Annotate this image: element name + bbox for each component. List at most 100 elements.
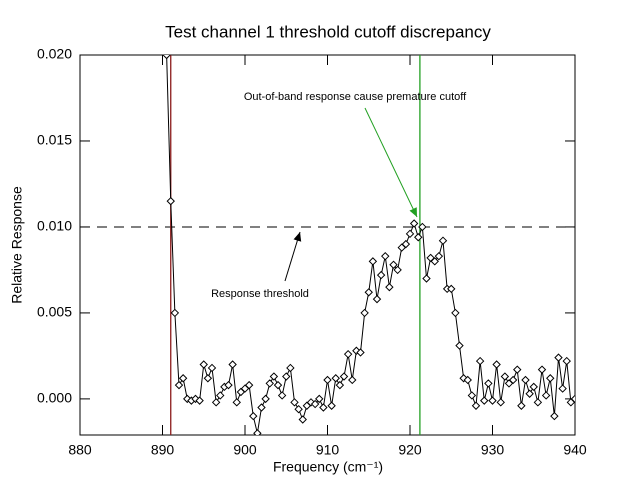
data-point <box>282 372 291 381</box>
data-point <box>331 374 340 383</box>
data-point <box>294 405 303 414</box>
data-point <box>162 55 171 60</box>
data-point <box>385 282 394 292</box>
data-point <box>356 348 365 357</box>
chart-title: Test channel 1 threshold cutoff discrepa… <box>165 22 491 41</box>
data-point <box>348 375 357 385</box>
data-point <box>195 396 204 405</box>
data-point <box>389 260 398 269</box>
data-point <box>496 398 505 407</box>
data-point <box>249 411 258 421</box>
plot-area <box>80 55 575 435</box>
data-point <box>286 363 295 373</box>
data-point <box>178 374 188 383</box>
data-point <box>463 375 472 385</box>
data-point <box>546 374 555 383</box>
data-point <box>541 391 551 400</box>
data-point <box>558 384 567 393</box>
data-point <box>418 222 427 232</box>
data-point <box>277 391 287 400</box>
annotation-arrow <box>364 107 418 218</box>
y-tick-label: 0.015 <box>37 132 72 148</box>
data-point <box>174 380 184 390</box>
data-point <box>517 401 526 410</box>
x-tick-label: 930 <box>481 442 505 458</box>
data-point <box>310 399 320 409</box>
data-point <box>471 401 481 410</box>
data-point <box>298 415 307 424</box>
data-point <box>166 196 175 206</box>
y-tick-label: 0.005 <box>37 304 72 320</box>
annotation: Response threshold <box>211 288 309 300</box>
data-point <box>537 365 547 374</box>
data-point <box>343 349 353 359</box>
data-point <box>228 360 237 369</box>
data-point <box>480 396 489 405</box>
data-point <box>269 372 279 381</box>
data-point <box>525 389 534 398</box>
data-point <box>376 270 386 280</box>
data-point <box>393 265 402 275</box>
annotation: Out-of-band response cause premature cut… <box>244 91 467 103</box>
data-point <box>492 360 501 369</box>
data-point <box>550 411 559 421</box>
x-axis-label: Frequency (cm⁻¹) <box>273 459 383 475</box>
data-point <box>257 403 266 412</box>
x-tick-label: 880 <box>68 442 92 458</box>
data-point <box>484 379 493 388</box>
data-point <box>211 398 221 407</box>
data-point <box>265 379 274 388</box>
data-point <box>455 341 464 350</box>
x-tick-label: 910 <box>316 442 340 458</box>
data-point <box>405 229 415 239</box>
data-point <box>521 375 530 385</box>
data-point <box>319 403 328 412</box>
data-point <box>244 380 254 390</box>
data-point <box>459 374 468 383</box>
data-point <box>339 372 349 381</box>
x-tick-label: 920 <box>398 442 422 458</box>
data-point <box>554 353 563 362</box>
x-tick-label: 940 <box>563 442 587 458</box>
data-point <box>207 363 217 373</box>
data-point <box>475 356 485 366</box>
data-point <box>529 382 538 392</box>
data-point <box>500 372 510 381</box>
data-point <box>430 257 439 266</box>
data-point <box>422 274 431 283</box>
data-point <box>327 401 336 410</box>
data-point <box>170 308 180 318</box>
data-point <box>352 346 361 355</box>
data-point <box>533 398 543 407</box>
data-line <box>166 55 575 434</box>
data-point <box>323 375 332 385</box>
data-point <box>368 257 378 266</box>
y-tick-label: 0.020 <box>37 46 72 62</box>
data-point <box>508 375 518 385</box>
data-point <box>335 380 345 390</box>
data-point <box>570 394 575 404</box>
data-point <box>562 356 571 366</box>
y-tick-label: 0.010 <box>37 218 72 234</box>
data-point <box>360 308 369 318</box>
x-tick-label: 890 <box>151 442 175 458</box>
data-point <box>488 396 497 405</box>
data-point <box>434 251 444 261</box>
data-point <box>253 429 262 435</box>
data-point <box>216 391 225 400</box>
x-tick-label: 900 <box>233 442 257 458</box>
data-point <box>372 294 382 304</box>
data-point <box>467 391 477 400</box>
data-point <box>290 398 299 407</box>
data-point <box>261 394 270 404</box>
data-point <box>203 374 213 383</box>
data-point <box>414 233 423 242</box>
data-point <box>273 380 283 390</box>
annotation-arrow <box>284 231 302 282</box>
data-point <box>364 288 373 297</box>
data-point <box>451 308 460 318</box>
data-point <box>438 236 448 245</box>
data-point <box>315 394 324 404</box>
y-axis-label: Relative Response <box>9 186 25 304</box>
